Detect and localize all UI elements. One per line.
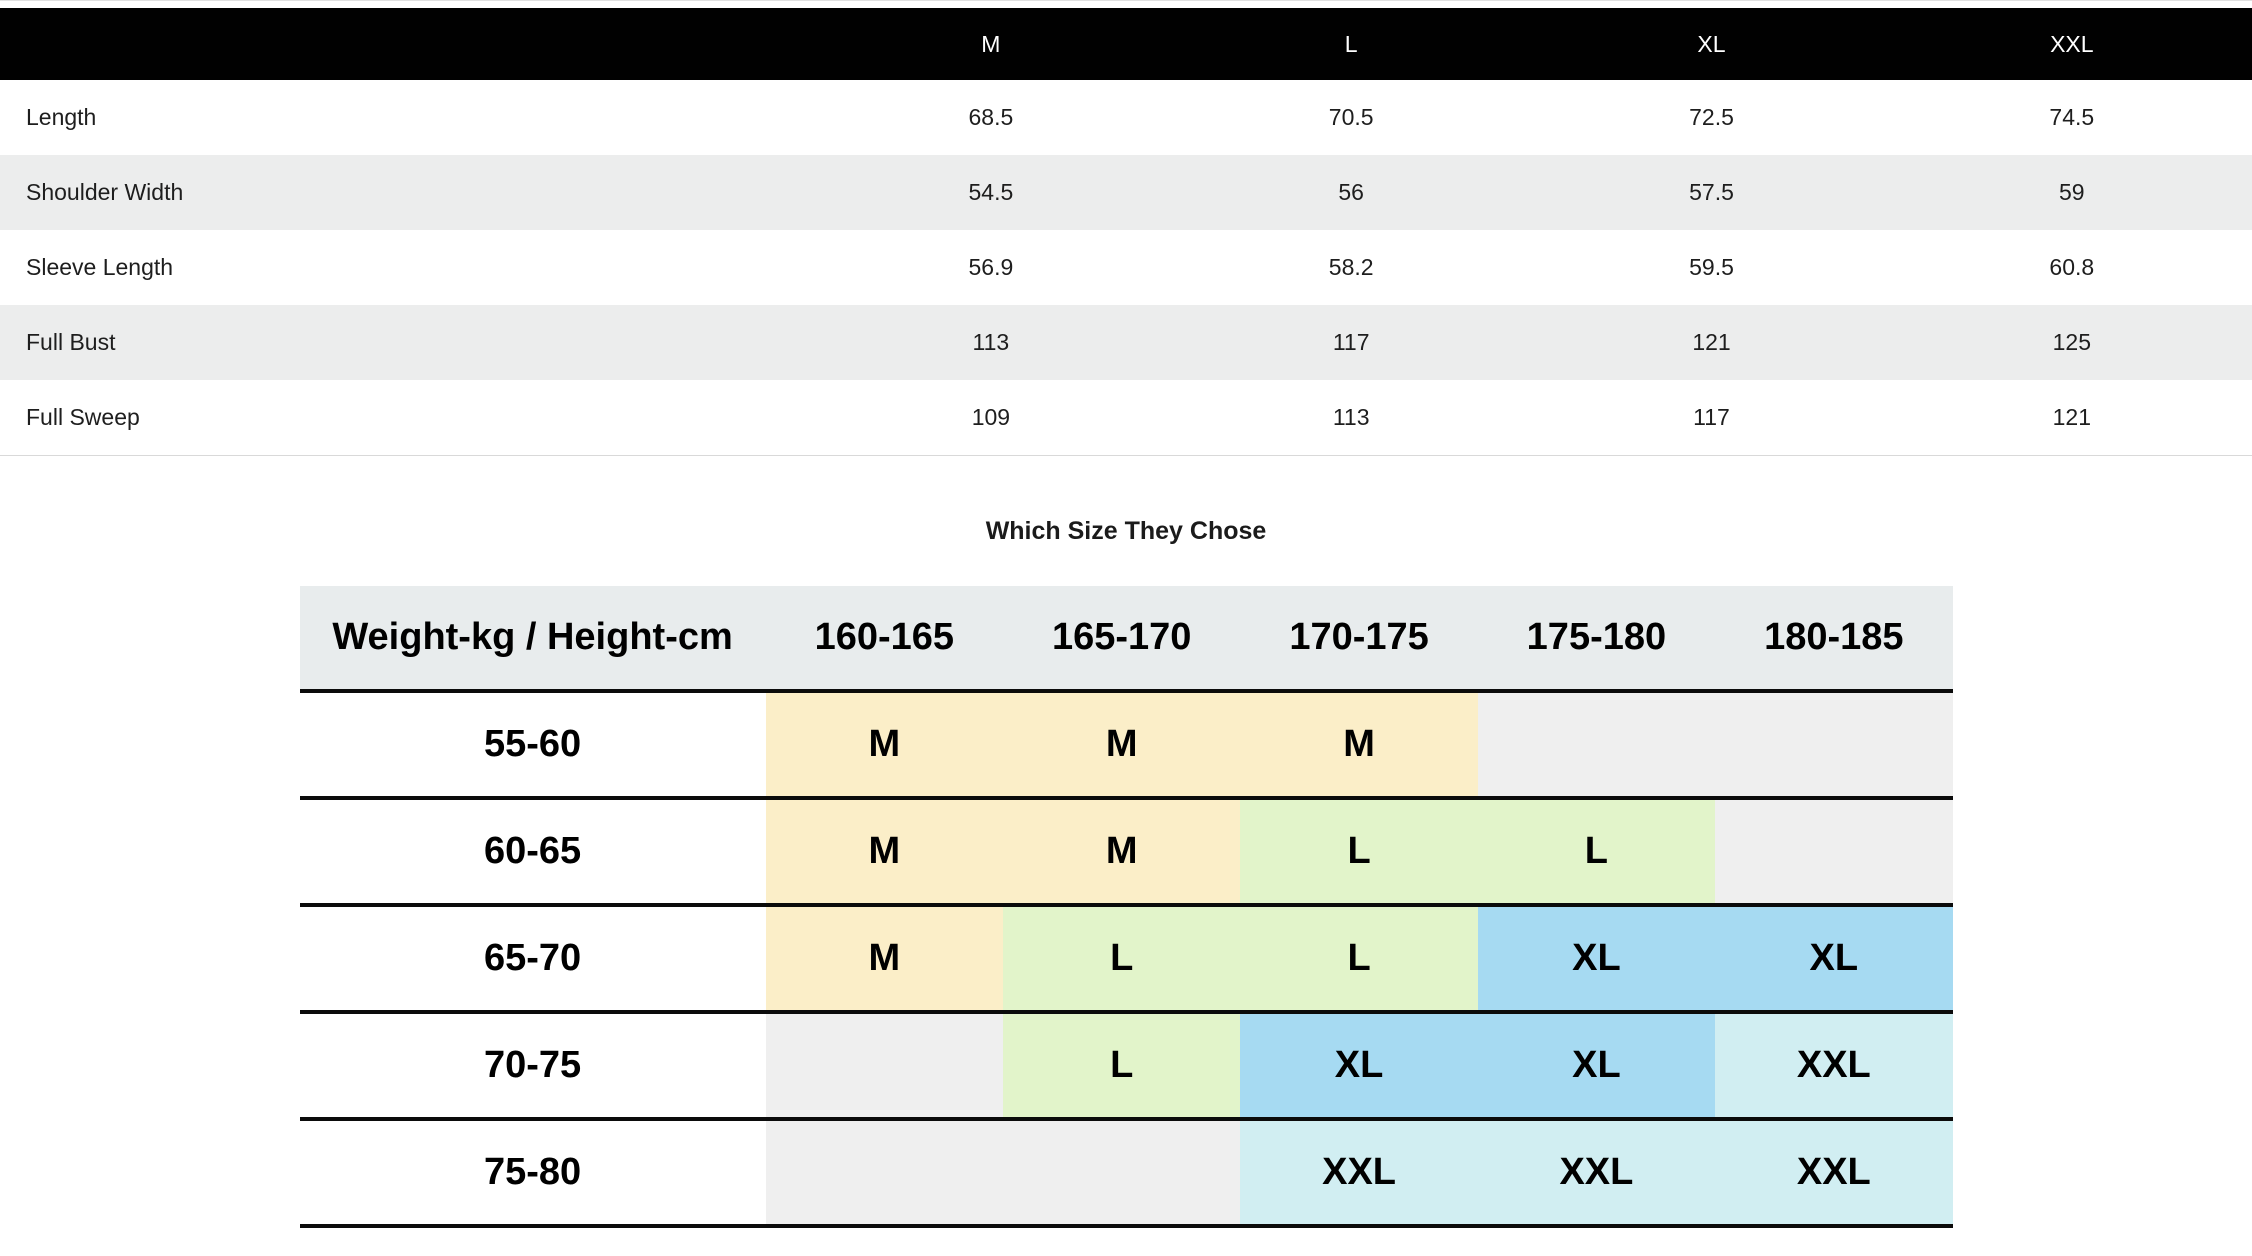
measurement-label: Sleeve Length [26, 254, 174, 280]
measurement-value: 54.5 [968, 179, 1014, 205]
size-cell: XL [1477, 1012, 1716, 1119]
size-cell: L [1240, 905, 1478, 1012]
chooser-header-row: Weight-kg / Height-cm 160-165 165-170 17… [299, 586, 1953, 691]
size-cell [765, 1119, 1004, 1226]
measurement-value: 113 [972, 329, 1010, 355]
weight-row-label: 65-70 [299, 905, 766, 1012]
measurement-value: 125 [2052, 329, 2091, 355]
size-cell: M [765, 691, 1004, 798]
measurement-label: Shoulder Width [26, 179, 184, 205]
measurement-row-full-sweep: Full Sweep 109 113 117 121 [0, 380, 2252, 455]
measurement-value: 59.5 [1689, 254, 1734, 280]
size-cell [1715, 798, 1953, 905]
size-cell: L [1477, 798, 1716, 905]
size-chooser-title: Which Size They Chose [985, 517, 1267, 545]
measurement-value: 60.8 [2049, 254, 2095, 280]
measurement-value: 113 [1332, 404, 1370, 430]
measurement-row-shoulder-width: Shoulder Width 54.5 56 57.5 59 [0, 155, 2252, 230]
size-cell: M [765, 798, 1004, 905]
chooser-row-65-70: 65-70 M L L XL XL [299, 905, 1953, 1012]
measurement-value: 56.9 [968, 254, 1014, 280]
size-cell: XXL [1715, 1012, 1953, 1119]
size-cell: M [1003, 798, 1241, 905]
size-cell: M [1003, 691, 1241, 798]
measurement-value: 58.2 [1328, 254, 1374, 280]
measurement-value: 109 [971, 404, 1011, 430]
size-column-header-m: M [981, 30, 1001, 57]
size-column-header-xxl: XXL [2050, 30, 2094, 57]
measurement-label: Full Bust [26, 329, 116, 355]
weight-row-label: 70-75 [299, 1012, 766, 1119]
size-cell: XXL [1715, 1119, 1953, 1226]
measurement-value: 74.5 [2049, 104, 2095, 130]
height-column-header: 180-185 [1715, 586, 1953, 691]
measurement-row-sleeve-length: Sleeve Length 56.9 58.2 59.5 60.8 [0, 230, 2252, 305]
measurement-value: 72.5 [1689, 104, 1734, 130]
measurement-value: 121 [1692, 329, 1731, 355]
height-column-header: 175-180 [1477, 586, 1716, 691]
height-column-header: 160-165 [765, 586, 1004, 691]
size-cell: L [1003, 1012, 1241, 1119]
size-cell: M [1240, 691, 1478, 798]
size-cell [765, 1012, 1004, 1119]
measurement-value: 57.5 [1689, 179, 1734, 205]
chooser-row-75-80: 75-80 XXL XXL XXL [299, 1119, 1953, 1226]
weight-row-label: 75-80 [299, 1119, 766, 1226]
weight-row-label: 60-65 [299, 798, 766, 905]
size-cell: L [1240, 798, 1478, 905]
size-cell: XL [1715, 905, 1953, 1012]
height-column-header: 165-170 [1003, 586, 1241, 691]
measurement-value: 117 [1693, 404, 1730, 430]
size-chooser-table: Weight-kg / Height-cm 160-165 165-170 17… [299, 586, 1953, 1228]
size-column-header-xl: XL [1697, 30, 1726, 57]
measurement-table-header-row: M L XL XXL [0, 8, 2252, 80]
size-cell: M [765, 905, 1004, 1012]
size-cell: XXL [1240, 1119, 1478, 1226]
measurement-value: 56 [1338, 179, 1364, 205]
measurement-value: 70.5 [1328, 104, 1374, 130]
size-cell [1477, 691, 1716, 798]
chooser-corner-header: Weight-kg / Height-cm [299, 586, 766, 691]
measurement-table-bottom-divider [0, 455, 2252, 456]
size-cell: XL [1477, 905, 1716, 1012]
size-cell: XXL [1477, 1119, 1716, 1226]
size-cell: L [1003, 905, 1241, 1012]
size-column-header-l: L [1344, 30, 1358, 57]
measurement-table: M L XL XXL Length 68.5 70.5 72.5 74.5 Sh… [0, 0, 2252, 456]
size-cell: XL [1240, 1012, 1478, 1119]
measurement-row-full-bust: Full Bust 113 117 121 125 [0, 305, 2252, 380]
chooser-row-55-60: 55-60 M M M [299, 691, 1953, 798]
measurement-value: 121 [2052, 404, 2091, 430]
measurement-value: 117 [1332, 329, 1370, 355]
measurement-row-length: Length 68.5 70.5 72.5 74.5 [0, 80, 2252, 155]
measurement-value: 68.5 [968, 104, 1014, 130]
size-cell [1003, 1119, 1241, 1226]
measurement-label: Length [26, 104, 97, 130]
weight-row-label: 55-60 [299, 691, 766, 798]
chooser-row-60-65: 60-65 M M L L [299, 798, 1953, 905]
measurement-label: Full Sweep [26, 404, 140, 430]
size-cell [1715, 691, 1953, 798]
measurement-value: 59 [2059, 179, 2085, 205]
height-column-header: 170-175 [1240, 586, 1478, 691]
chooser-row-70-75: 70-75 L XL XL XXL [299, 1012, 1953, 1119]
